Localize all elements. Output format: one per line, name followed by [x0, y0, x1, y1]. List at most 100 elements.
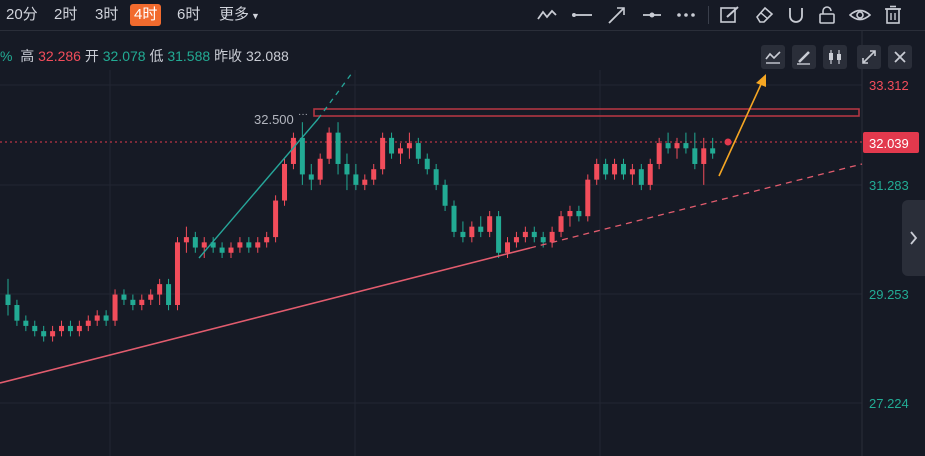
- candle-body[interactable]: [273, 200, 279, 238]
- candle-body[interactable]: [299, 137, 305, 175]
- candle-body[interactable]: [255, 242, 261, 248]
- candle-body[interactable]: [371, 169, 377, 180]
- candle-body[interactable]: [228, 247, 234, 253]
- timeframe-4h[interactable]: 4时: [130, 4, 162, 26]
- magnet-icon[interactable]: [785, 5, 807, 25]
- horizontal-ray-icon[interactable]: [641, 5, 663, 25]
- candle-body[interactable]: [505, 242, 511, 253]
- candle-body[interactable]: [433, 169, 439, 185]
- candle-body[interactable]: [656, 143, 662, 164]
- expand-panel-tab[interactable]: [902, 200, 925, 276]
- candle-body[interactable]: [5, 294, 11, 306]
- candle-body[interactable]: [620, 163, 626, 175]
- timeframe-6h[interactable]: 6时: [177, 6, 201, 23]
- support-trendline-extension[interactable]: [529, 163, 863, 249]
- unlock-icon[interactable]: [816, 5, 838, 25]
- candle-body[interactable]: [442, 184, 448, 206]
- channel-line-extension[interactable]: [317, 72, 353, 120]
- candle-style-button[interactable]: [823, 45, 847, 69]
- trend-line-icon[interactable]: [536, 5, 558, 25]
- candle-body[interactable]: [335, 132, 341, 164]
- candle-body[interactable]: [585, 179, 591, 217]
- candle-body[interactable]: [496, 216, 502, 253]
- candle-body[interactable]: [308, 174, 314, 180]
- candle-body[interactable]: [683, 143, 689, 149]
- candle-body[interactable]: [76, 325, 82, 332]
- candle-body[interactable]: [344, 163, 350, 175]
- candle-body[interactable]: [389, 137, 395, 154]
- more-timeframes-button[interactable]: 更多 ▼: [215, 4, 264, 26]
- draw-button[interactable]: [792, 45, 816, 69]
- candle-body[interactable]: [531, 231, 537, 238]
- eraser-icon[interactable]: [753, 5, 775, 25]
- candle-body[interactable]: [460, 231, 466, 238]
- fullscreen-button[interactable]: [857, 45, 881, 69]
- candle-body[interactable]: [192, 237, 198, 248]
- resistance-zone[interactable]: [313, 108, 860, 117]
- timeframe-20m[interactable]: 20分: [6, 6, 38, 23]
- candle-body[interactable]: [326, 132, 332, 159]
- candle-body[interactable]: [59, 325, 65, 332]
- candle-body[interactable]: [130, 299, 136, 306]
- candle-body[interactable]: [85, 320, 91, 326]
- candle-body[interactable]: [469, 226, 475, 238]
- candle-body[interactable]: [415, 143, 421, 159]
- more-dots-icon[interactable]: [675, 5, 697, 25]
- candle-body[interactable]: [629, 169, 635, 175]
- candle-body[interactable]: [139, 299, 145, 306]
- candle-body[interactable]: [549, 231, 555, 243]
- candle-body[interactable]: [513, 237, 519, 243]
- candle-body[interactable]: [603, 163, 609, 175]
- candle-body[interactable]: [41, 331, 47, 337]
- candle-body[interactable]: [121, 294, 127, 300]
- ray-icon[interactable]: [606, 5, 628, 25]
- candle-body[interactable]: [567, 210, 573, 217]
- horizontal-line-icon[interactable]: [571, 5, 593, 25]
- channel-line[interactable]: [198, 118, 319, 259]
- candle-body[interactable]: [478, 226, 484, 232]
- candle-body[interactable]: [576, 210, 582, 217]
- candle-body[interactable]: [424, 158, 430, 170]
- indicator-button[interactable]: [761, 45, 785, 69]
- candle-body[interactable]: [282, 163, 288, 201]
- candle-body[interactable]: [23, 320, 29, 326]
- candle-body[interactable]: [558, 216, 564, 232]
- candle-body[interactable]: [103, 315, 109, 321]
- candle-body[interactable]: [397, 148, 403, 154]
- candle-body[interactable]: [201, 242, 207, 248]
- candle-body[interactable]: [210, 242, 216, 248]
- price-chart[interactable]: 32.500 ··· 33.312 32.039 31.283 29.253 2…: [0, 30, 925, 456]
- candle-body[interactable]: [67, 325, 73, 332]
- candle-body[interactable]: [362, 179, 368, 185]
- candle-body[interactable]: [692, 148, 698, 164]
- candle-body[interactable]: [353, 174, 359, 185]
- candle-body[interactable]: [451, 205, 457, 232]
- candle-body[interactable]: [174, 242, 180, 306]
- candle-body[interactable]: [638, 169, 644, 185]
- candle-body[interactable]: [647, 163, 653, 185]
- candle-body[interactable]: [112, 294, 118, 321]
- candle-body[interactable]: [32, 325, 38, 332]
- edit-icon[interactable]: [719, 5, 741, 25]
- candle-body[interactable]: [94, 315, 100, 321]
- candle-body[interactable]: [406, 143, 412, 149]
- candle-body[interactable]: [246, 242, 252, 248]
- candle-body[interactable]: [290, 137, 296, 164]
- candle-body[interactable]: [701, 148, 707, 164]
- candle-body[interactable]: [166, 284, 172, 306]
- candle-body[interactable]: [219, 247, 225, 253]
- timeframe-3h[interactable]: 3时: [95, 6, 119, 23]
- candle-body[interactable]: [50, 331, 56, 337]
- close-chart-button[interactable]: [888, 45, 912, 69]
- candle-body[interactable]: [522, 231, 528, 238]
- candle-body[interactable]: [237, 242, 243, 248]
- candle-body[interactable]: [612, 163, 618, 175]
- candle-body[interactable]: [380, 137, 386, 170]
- timeframe-2h[interactable]: 2时: [54, 6, 78, 23]
- eye-icon[interactable]: [849, 5, 871, 25]
- candle-body[interactable]: [183, 237, 189, 243]
- candle-body[interactable]: [540, 237, 546, 243]
- candle-body[interactable]: [674, 143, 680, 149]
- candle-body[interactable]: [264, 237, 270, 243]
- forecast-arrow[interactable]: [718, 79, 764, 177]
